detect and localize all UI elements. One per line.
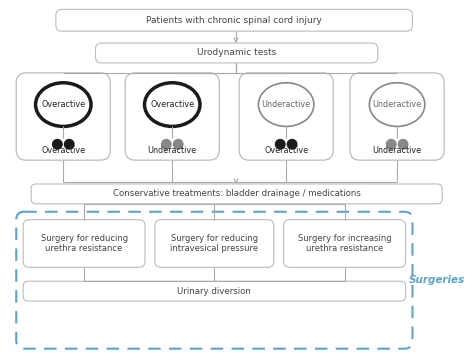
Text: Surgery for increasing
urethra resistance: Surgery for increasing urethra resistanc… xyxy=(298,234,392,253)
FancyBboxPatch shape xyxy=(56,9,412,31)
Text: Overactive: Overactive xyxy=(41,100,85,109)
Text: Surgeries: Surgeries xyxy=(409,275,465,285)
FancyBboxPatch shape xyxy=(95,43,378,63)
Text: Surgery for reducing
urethra resistance: Surgery for reducing urethra resistance xyxy=(41,234,128,253)
FancyBboxPatch shape xyxy=(16,73,110,160)
Circle shape xyxy=(64,139,75,150)
FancyBboxPatch shape xyxy=(16,212,412,349)
Text: Urodynamic tests: Urodynamic tests xyxy=(197,48,276,57)
Circle shape xyxy=(386,139,397,150)
Circle shape xyxy=(161,139,172,150)
FancyBboxPatch shape xyxy=(125,73,219,160)
Circle shape xyxy=(52,139,63,150)
Text: Conservative treatments: bladder drainage / medications: Conservative treatments: bladder drainag… xyxy=(113,190,361,199)
Circle shape xyxy=(173,139,183,150)
Text: Patients with chronic spinal cord injury: Patients with chronic spinal cord injury xyxy=(146,16,322,25)
FancyBboxPatch shape xyxy=(155,220,274,268)
Text: Underactive: Underactive xyxy=(373,146,422,155)
Text: Overactive: Overactive xyxy=(150,100,194,109)
FancyBboxPatch shape xyxy=(23,281,406,301)
Text: Underactive: Underactive xyxy=(148,146,197,155)
Text: Overactive: Overactive xyxy=(41,146,85,155)
Circle shape xyxy=(398,139,409,150)
Text: Overactive: Overactive xyxy=(264,146,308,155)
FancyBboxPatch shape xyxy=(239,73,333,160)
FancyBboxPatch shape xyxy=(284,220,406,268)
Text: Underactive: Underactive xyxy=(373,100,422,109)
Text: Underactive: Underactive xyxy=(262,100,311,109)
Text: Surgery for reducing
intravesical pressure: Surgery for reducing intravesical pressu… xyxy=(170,234,258,253)
FancyBboxPatch shape xyxy=(31,184,442,204)
FancyBboxPatch shape xyxy=(23,220,145,268)
Circle shape xyxy=(287,139,298,150)
FancyBboxPatch shape xyxy=(350,73,444,160)
Text: Urinary diversion: Urinary diversion xyxy=(177,287,251,296)
Circle shape xyxy=(275,139,286,150)
